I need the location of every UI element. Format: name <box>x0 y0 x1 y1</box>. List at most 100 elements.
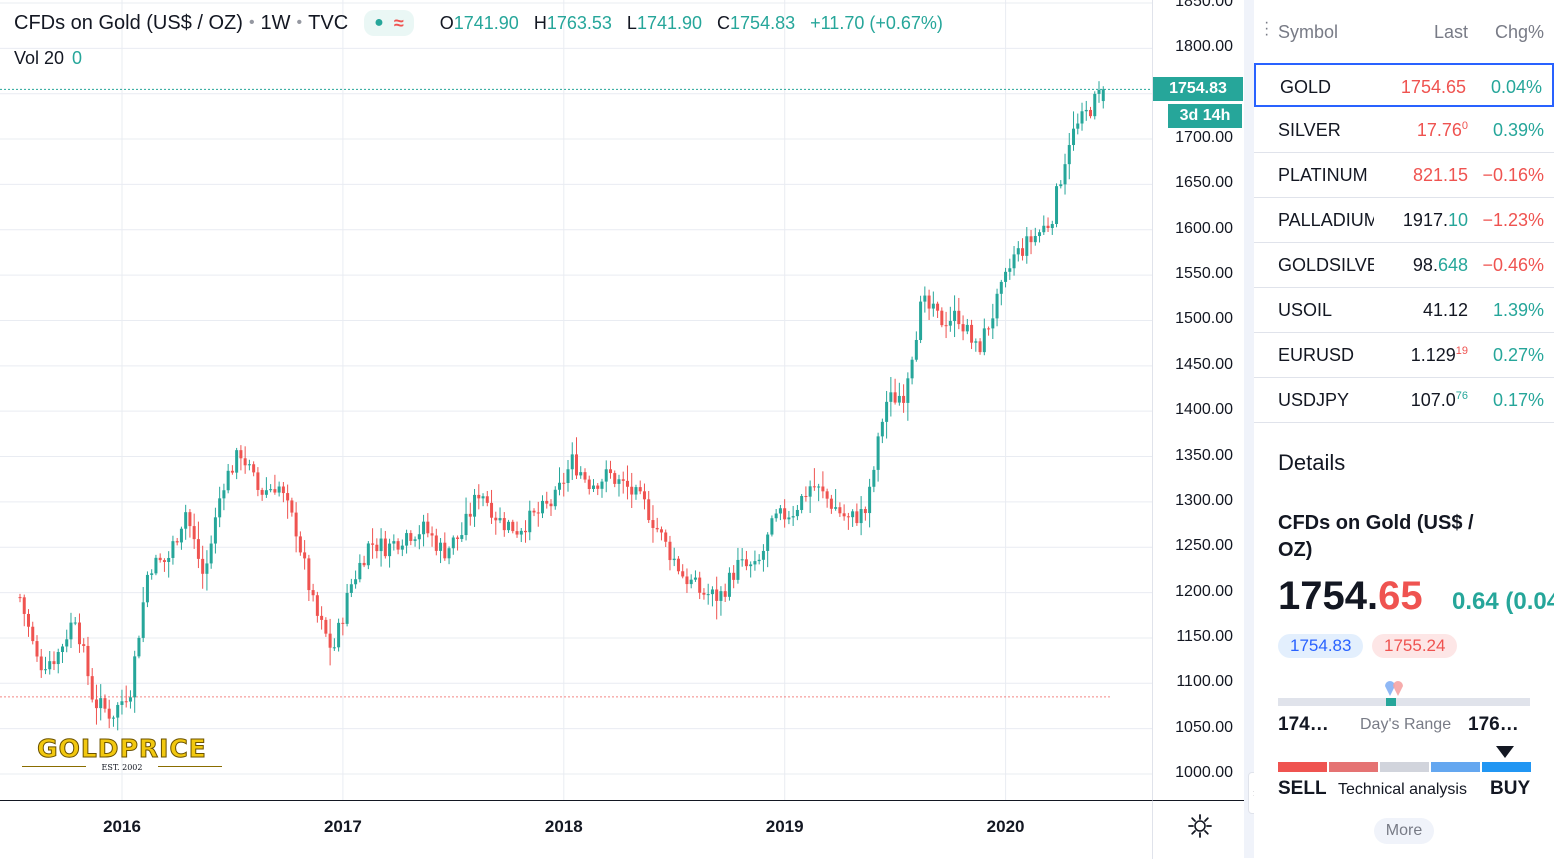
price-tick-label: 1700.00 <box>1175 129 1233 147</box>
candle-body <box>579 472 583 476</box>
time-axis[interactable]: 2016 2017 2018 2019 2020 <box>0 800 1152 859</box>
source-label: TVC <box>308 11 349 34</box>
watchlist-last: 98.648 <box>1413 255 1468 276</box>
candle-body <box>617 479 621 484</box>
candle-body <box>953 310 957 322</box>
watchlist-row-usoil[interactable]: USOIL 41.12 1.39% <box>1254 288 1554 333</box>
last-price-label: 1754.83 <box>1153 77 1243 101</box>
watchlist-chg: 0.04% <box>1490 77 1542 97</box>
candle-body <box>239 450 243 459</box>
watchlist-symbol: PLATINUM <box>1278 165 1368 185</box>
candle-body <box>388 543 392 557</box>
candle-body <box>494 517 498 521</box>
candle-body <box>655 527 659 530</box>
candle-body <box>124 701 128 703</box>
watchlist-last-pip: 19 <box>1455 345 1468 357</box>
chg-column-header[interactable]: Chg% <box>1494 22 1544 42</box>
indicator-pill[interactable]: ● ≈ <box>364 10 414 36</box>
watchlist-row-palladium[interactable]: PALLADIUM 1917.10 −1.23% <box>1254 198 1554 243</box>
candle-body <box>405 533 409 546</box>
candle-body <box>846 516 850 518</box>
candle-body <box>604 469 608 482</box>
range-marker-icons <box>1385 680 1403 696</box>
candle-body <box>1021 248 1025 256</box>
candle-body <box>732 572 736 580</box>
ohlc-values: O1741.90 H1763.53 L1741.90 C1754.83 +11.… <box>439 12 943 33</box>
candle-body <box>468 513 472 517</box>
watchlist-symbol: SILVER <box>1278 120 1341 140</box>
candle-body <box>919 301 923 340</box>
candle-body <box>260 489 264 495</box>
candle-body <box>328 633 332 648</box>
candle-body <box>808 486 812 497</box>
candle-body <box>863 509 867 514</box>
watchlist-chg: 0.17% <box>1492 390 1544 410</box>
candle-body <box>715 589 719 601</box>
candle-body <box>154 557 158 574</box>
price-tick-label: 1550.00 <box>1175 265 1233 283</box>
chart-pane[interactable]: CFDs on Gold (US$ / OZ) • 1W • TVC ● ≈ O… <box>0 0 1152 800</box>
watchlist-row-usdjpy[interactable]: USDJPY 107.076 0.17% <box>1254 378 1554 423</box>
candle-body <box>855 511 859 524</box>
candle-body <box>965 324 969 332</box>
close-value: 1754.83 <box>730 12 796 33</box>
candle-body <box>192 526 196 540</box>
sell-label: SELL <box>1278 778 1327 799</box>
candle-body <box>273 489 277 493</box>
candle-body <box>761 550 765 560</box>
price-tick-label: 1250.00 <box>1175 537 1233 555</box>
candle-body <box>252 464 256 473</box>
candle-body <box>570 454 574 470</box>
symbol-title[interactable]: CFDs on Gold (US$ / OZ) <box>14 11 243 34</box>
candle-body <box>914 339 918 360</box>
ta-segment-buy <box>1431 762 1480 772</box>
price-axis[interactable]: 1850.001800.001750.001700.001650.001600.… <box>1152 0 1245 800</box>
logo-text: GOLDPRICE <box>37 734 207 764</box>
watchlist-row-silver[interactable]: SILVER 17.760 0.39% <box>1254 108 1554 153</box>
watchlist-last-main: 107.0 <box>1410 390 1456 410</box>
time-tick-label: 2016 <box>103 817 141 836</box>
candle-body <box>396 541 400 550</box>
candle-body <box>1042 225 1046 233</box>
volume-legend[interactable]: Vol 20 0 <box>14 48 82 69</box>
logo-est: EST. 2002 <box>101 763 143 772</box>
candle-body <box>897 395 901 403</box>
watchlist-row-platinum[interactable]: PLATINUM 821.15 −0.16% <box>1254 153 1554 198</box>
candle-body <box>757 559 761 562</box>
candle-body <box>587 479 591 490</box>
price-tick-label: 1400.00 <box>1175 401 1233 419</box>
chart-legend: CFDs on Gold (US$ / OZ) • 1W • TVC ● ≈ O… <box>14 10 953 36</box>
watchlist-row-goldsilver[interactable]: GOLDSILVER 98.648 −0.46% <box>1254 243 1554 288</box>
candle-body <box>693 577 697 580</box>
candle-body <box>205 563 209 574</box>
candle-body <box>834 507 838 509</box>
last-column-header[interactable]: Last <box>1433 22 1468 42</box>
candle-body <box>1076 123 1080 129</box>
watchlist-row-gold[interactable]: GOLD 1754.65 0.04% <box>1254 63 1554 107</box>
candle-body <box>600 481 604 489</box>
candle-body <box>613 473 617 484</box>
ask-badge: 1755.24 <box>1372 634 1458 658</box>
candlestick-chart[interactable] <box>0 0 1152 800</box>
candle-body <box>303 552 307 559</box>
candle-body <box>659 529 663 533</box>
candle-body <box>464 513 468 536</box>
watchlist-row-eurusd[interactable]: EURUSD 1.12919 0.27% <box>1254 333 1554 378</box>
settings-icon[interactable] <box>1187 813 1213 839</box>
symbol-column-header[interactable]: Symbol <box>1278 22 1339 42</box>
candle-body <box>630 486 634 495</box>
candle-body <box>120 701 124 705</box>
candle-body <box>94 699 98 709</box>
watchlist-last: 1917.10 <box>1403 210 1468 231</box>
candle-body <box>481 496 485 499</box>
panel-divider[interactable] <box>1244 0 1254 858</box>
candle-body <box>341 622 345 624</box>
drag-handle-icon[interactable]: · · · <box>1264 14 1270 43</box>
more-button[interactable]: More <box>1374 818 1434 844</box>
time-tick-label: 2020 <box>986 817 1025 836</box>
technical-analysis-label[interactable]: Technical analysis <box>1338 781 1467 798</box>
interval-label[interactable]: 1W <box>260 11 291 34</box>
candle-body <box>749 564 753 567</box>
candle-body <box>774 513 778 519</box>
candle-body <box>931 303 935 309</box>
